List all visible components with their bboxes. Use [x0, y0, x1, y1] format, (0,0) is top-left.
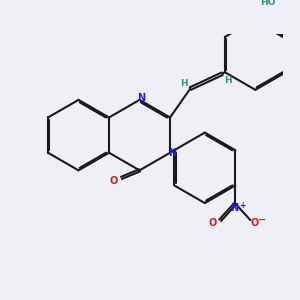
Text: H: H — [180, 79, 188, 88]
Text: O: O — [251, 218, 259, 228]
Text: N: N — [137, 93, 145, 103]
Text: HO: HO — [260, 0, 275, 7]
Text: O: O — [110, 176, 118, 186]
Text: H: H — [224, 76, 232, 85]
Text: −: − — [258, 215, 266, 225]
Text: +: + — [239, 201, 245, 210]
Text: N: N — [168, 148, 176, 158]
Text: O: O — [208, 218, 217, 228]
Text: N: N — [230, 203, 238, 213]
